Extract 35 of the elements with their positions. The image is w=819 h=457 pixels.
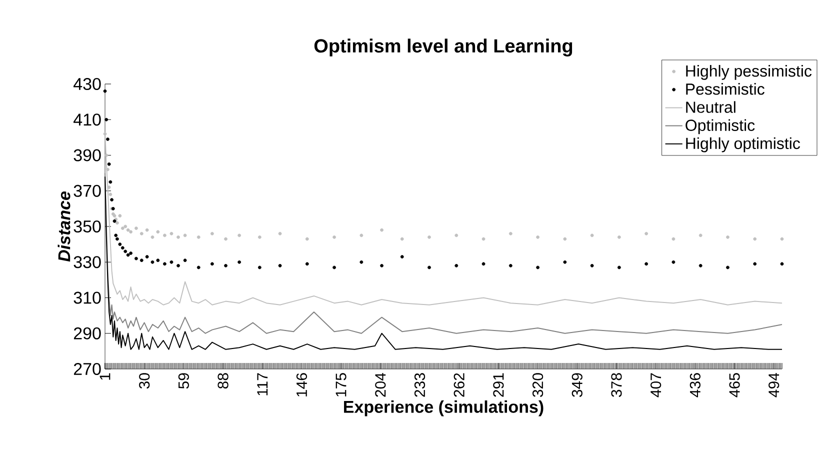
x-tick-label: 465 [729, 373, 740, 398]
y-tick-label: 390 [74, 149, 101, 162]
x-tick-label: 30 [139, 373, 150, 389]
x-tick-label: 117 [257, 373, 268, 396]
x-tick-label: 1 [100, 373, 110, 380]
y-tick-label: 330 [74, 256, 101, 268]
y-tick-label: 270 [74, 362, 101, 376]
x-tick-label: 59 [178, 373, 189, 389]
x-tick-label: 436 [690, 373, 700, 398]
y-tick-label: 290 [74, 327, 101, 340]
x-tick-label: 320 [532, 373, 544, 397]
x-tick-label: 407 [650, 373, 662, 398]
x-tick-label: 291 [493, 373, 504, 397]
x-tick-label: 262 [454, 373, 464, 397]
x-tick-label: 233 [414, 373, 426, 397]
y-tick-label: 370 [74, 184, 101, 197]
x-tick-label: 349 [572, 373, 582, 397]
y-tick-label: 410 [74, 114, 101, 126]
x-tick-label: 494 [768, 372, 780, 398]
legend-label: Highly optimistic [686, 137, 800, 152]
legend-label: Highly pessimistic [686, 64, 812, 80]
x-tick-label: 175 [336, 373, 346, 396]
y-tick-label: 430 [74, 78, 101, 90]
x-tick-label: 378 [611, 373, 622, 397]
y-tick-label: 350 [74, 220, 101, 233]
y-tick-label: 310 [74, 292, 101, 304]
x-tick-label: 88 [218, 373, 228, 389]
x-axis-title: Experience (simulations) [344, 400, 544, 416]
chart-title: Optimism level and Learning [314, 38, 572, 56]
legend-label: Pessimistic [686, 83, 764, 95]
legend-label: Neutral [686, 101, 736, 113]
x-tick-label: 204 [375, 372, 386, 397]
x-tick-label: 146 [296, 373, 308, 396]
y-axis-title: Distance [58, 192, 70, 262]
legend-label: Optimistic [686, 119, 755, 134]
